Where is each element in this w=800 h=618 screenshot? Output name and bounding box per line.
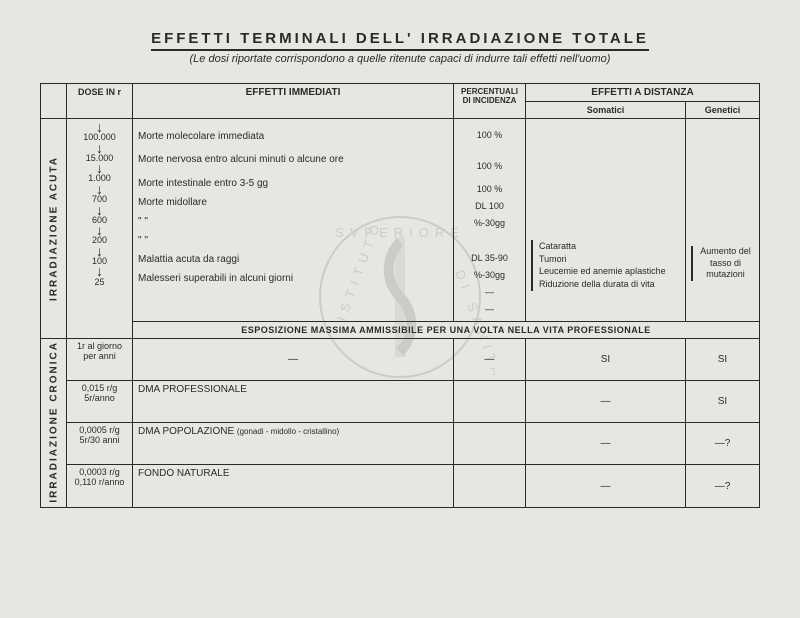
table-row-pct <box>454 423 526 465</box>
header-distance: EFFETTI A DISTANZA <box>526 84 760 102</box>
table-row-eff: FONDO NATURALE <box>133 465 454 507</box>
table-row-pct: — <box>454 338 526 380</box>
table-row-gen: —? <box>686 423 760 465</box>
table-row-eff: DMA POPOLAZIONE (gonadi - midollo - cris… <box>133 423 454 465</box>
table-row-dose: 0,0005 r/g 5r/30 anni <box>67 423 133 465</box>
header-somatic: Somatici <box>526 102 686 119</box>
table-row-dose: 0,0003 r/g 0,110 r/anno <box>67 465 133 507</box>
table-row-dose: 1r al giorno per anni <box>67 338 133 380</box>
pct-values: 100 % 100 % 100 % DL 100 %-30gg DL 35-90… <box>454 119 526 322</box>
table-row-som: — <box>526 465 686 507</box>
genetic-effects: Aumento del tasso di mutazioni <box>686 119 760 322</box>
immediate-effects: Morte molecolare immediata Morte nervosa… <box>133 119 454 322</box>
table-row-pct <box>454 465 526 507</box>
table-row-dose: 0,015 r/g 5r/anno <box>67 381 133 423</box>
radiation-effects-table: DOSE IN r EFFETTI IMMEDIATI PERCENTUALI … <box>40 83 760 508</box>
section-acute: IRRADIAZIONE ACUTA <box>41 119 67 339</box>
max-exposure-note: ESPOSIZIONE MASSIMA AMMISSIBILE PER UNA … <box>133 321 760 338</box>
header-immediate: EFFETTI IMMEDIATI <box>133 84 454 119</box>
header-pct: PERCENTUALI DI INCIDENZA <box>454 84 526 119</box>
table-row-gen: SI <box>686 381 760 423</box>
table-row-eff: — <box>133 338 454 380</box>
table-row-som: SI <box>526 338 686 380</box>
table-row-pct <box>454 381 526 423</box>
table-row-gen: —? <box>686 465 760 507</box>
header-genetic: Genetici <box>686 102 760 119</box>
header-dose: DOSE IN r <box>67 84 133 119</box>
somatic-effects: Cataratta Tumori Leucemie ed anemie apla… <box>526 119 686 322</box>
table-row-som: — <box>526 423 686 465</box>
table-row-eff: DMA PROFESSIONALE <box>133 381 454 423</box>
table-row-som: — <box>526 381 686 423</box>
section-chronic: IRRADIAZIONE CRONICA <box>41 338 67 507</box>
table-row-gen: SI <box>686 338 760 380</box>
page-title: EFFETTI TERMINALI DELL' IRRADIAZIONE TOT… <box>40 30 760 47</box>
dose-flow: ↓100.000 ↓15.000 ↓1.000 ↓700 ↓600 ↓200 ↓… <box>67 119 133 339</box>
page-subtitle: (Le dosi riportate corrispondono a quell… <box>40 53 760 65</box>
